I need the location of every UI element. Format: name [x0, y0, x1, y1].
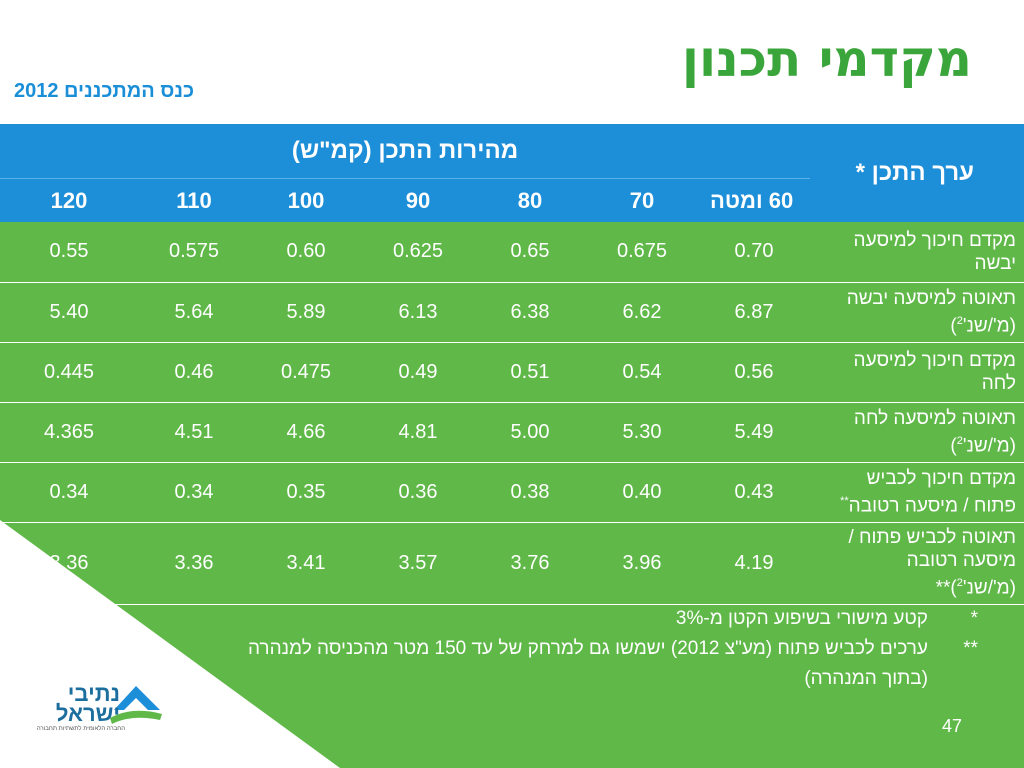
table-cell: 0.54	[586, 342, 698, 403]
table-cell: 3.76	[474, 522, 586, 605]
footnote-item: * קטע מישורי בשיפוע הקטן מ-3%	[238, 604, 978, 634]
footnotes: * קטע מישורי בשיפוע הקטן מ-3% ** ערכים ל…	[238, 604, 978, 694]
table-row: מקדם חיכוך למיסעה יבשה 0.70 0.675 0.65 0.…	[0, 222, 1024, 283]
table-cell: 0.55	[0, 222, 138, 283]
table-cell: 6.13	[362, 282, 474, 343]
table-cell: 0.445	[0, 342, 138, 403]
speed-header-110: 110	[138, 178, 250, 222]
table-cell: 0.625	[362, 222, 474, 283]
table-cell: 0.34	[138, 462, 250, 523]
table-cell: 0.56	[698, 342, 810, 403]
footnote-mark: **	[963, 638, 978, 659]
speed-header-60: 60 ומטה	[698, 178, 810, 222]
table-row: תאוטה למיסעה לחה (מ'/שנ'2) 5.49 5.30 5.00…	[0, 402, 1024, 463]
footnote-mark: *	[970, 608, 978, 629]
row-label: תאוטה למיסעה לחה (מ'/שנ'2)	[810, 402, 1024, 463]
table-cell: 4.66	[250, 402, 362, 463]
table-cell: 0.38	[474, 462, 586, 523]
footnote-text: ערכים לכביש פתוח (מע"צ 2012) ישמשו גם למ…	[247, 638, 928, 689]
table-cell: 0.575	[138, 222, 250, 283]
table-cell: 0.43	[698, 462, 810, 523]
table-cell: 5.40	[0, 282, 138, 343]
table-cell: 0.475	[250, 342, 362, 403]
white-corner-decoration	[0, 520, 340, 768]
table-cell: 4.365	[0, 402, 138, 463]
netivei-israel-logo-icon	[110, 686, 162, 724]
row-label: תאוטה לכביש פתוח / מיסעה רטובה (מ'/שנ'2)**	[810, 522, 1024, 605]
footnote-text: קטע מישורי בשיפוע הקטן מ-3%	[675, 608, 928, 629]
table-cell: 4.19	[698, 522, 810, 605]
page-number: 47	[942, 716, 963, 736]
design-speed-header: מהירות התכן (קמ"ש)	[0, 124, 810, 179]
speed-header-80: 80	[474, 178, 586, 222]
table-cell: 6.62	[586, 282, 698, 343]
table-cell: 6.38	[474, 282, 586, 343]
speed-header-70: 70	[586, 178, 698, 222]
table-cell: 0.40	[586, 462, 698, 523]
table-cell: 0.36	[362, 462, 474, 523]
page-title: מקדמי תכנון	[681, 30, 972, 88]
table-cell: 4.81	[362, 402, 474, 463]
design-value-star: *	[855, 159, 865, 186]
design-value-label: ערך התכן	[871, 159, 974, 186]
speed-header-100: 100	[250, 178, 362, 222]
table-cell: 5.89	[250, 282, 362, 343]
speed-header-120: 120	[0, 178, 138, 222]
table-cell: 0.34	[0, 462, 138, 523]
table-cell: 5.30	[586, 402, 698, 463]
table-cell: 5.49	[698, 402, 810, 463]
table-cell: 0.35	[250, 462, 362, 523]
logo-name: נתיבי ישראל	[55, 681, 120, 726]
table-cell: 3.96	[586, 522, 698, 605]
row-label: מקדם חיכוך למיסעה יבשה	[810, 222, 1024, 283]
speed-header-90: 90	[362, 178, 474, 222]
table-cell: 5.00	[474, 402, 586, 463]
conference-subtitle: כנס המתכננים 2012	[14, 80, 195, 102]
footnote-item: ** ערכים לכביש פתוח (מע"צ 2012) ישמשו גם…	[238, 634, 978, 694]
table-cell: 0.65	[474, 222, 586, 283]
logo-tagline: החברה הלאומית לתשתיות תחבורה	[36, 726, 126, 732]
table-row: תאוטה למיסעה יבשה (מ'/שנ'2) 6.87 6.62 6.3…	[0, 282, 1024, 343]
table-cell: 0.49	[362, 342, 474, 403]
design-value-header: ערך התכן *	[810, 124, 1024, 222]
table-cell: 0.675	[586, 222, 698, 283]
table-cell: 0.70	[698, 222, 810, 283]
design-coefficients-table: ערך התכן * מהירות התכן (קמ"ש) 60 ומטה 70…	[0, 124, 1024, 605]
table-cell: 3.57	[362, 522, 474, 605]
table-cell: 0.46	[138, 342, 250, 403]
table-cell: 4.51	[138, 402, 250, 463]
table-cell: 6.87	[698, 282, 810, 343]
row-label: מקדם חיכוך למיסעה לחה	[810, 342, 1024, 403]
row-label: מקדם חיכוך לכביש פתוח / מיסעה רטובה**	[810, 462, 1024, 523]
table-row: מקדם חיכוך לכביש פתוח / מיסעה רטובה** 0.4…	[0, 462, 1024, 523]
table-cell: 0.51	[474, 342, 586, 403]
row-label: תאוטה למיסעה יבשה (מ'/שנ'2)	[810, 282, 1024, 343]
table-row: מקדם חיכוך למיסעה לחה 0.56 0.54 0.51 0.49…	[0, 342, 1024, 403]
table-cell: 5.64	[138, 282, 250, 343]
table-cell: 0.60	[250, 222, 362, 283]
